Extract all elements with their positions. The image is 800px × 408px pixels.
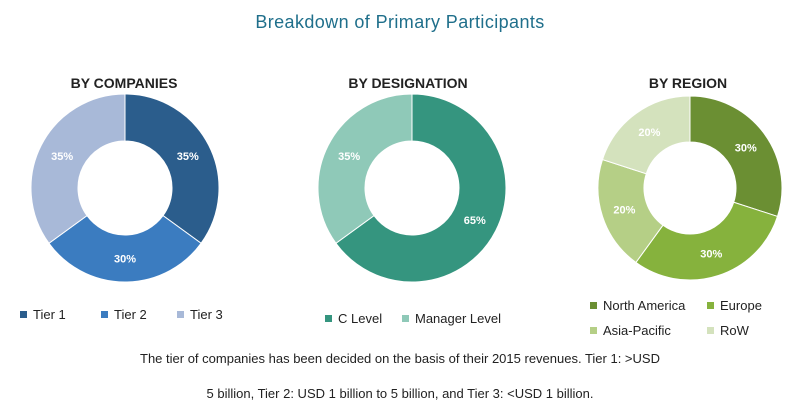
data-label: 35% xyxy=(51,151,73,163)
donut-slice-europe xyxy=(635,201,779,281)
data-label: 20% xyxy=(613,204,635,216)
legend-swatch xyxy=(20,311,27,319)
footnote-line-2: 5 billion, Tier 2: USD 1 billion to 5 bi… xyxy=(206,386,594,401)
footnote-line-1: The tier of companies has been decided o… xyxy=(140,351,660,366)
legend-item-manager-level: Manager Level xyxy=(402,310,501,326)
data-label: 35% xyxy=(177,151,199,163)
data-label: 65% xyxy=(464,215,486,227)
donut-chart-designation: 65% 35% xyxy=(317,93,507,283)
donut-slice-c-level xyxy=(335,93,507,283)
donut-chart-companies: 35% 30% 35% xyxy=(30,93,220,283)
donut-slice-north-america xyxy=(689,95,783,218)
legend-swatch xyxy=(707,302,714,310)
donut-chart-region: 30% 30% 20% 20% xyxy=(597,95,783,281)
legend-item-north-america: North America xyxy=(590,297,685,313)
legend-item-tier-1: Tier 1 xyxy=(20,306,66,322)
data-label: 20% xyxy=(638,127,660,139)
legend-item-asia-pacific: Asia-Pacific xyxy=(590,322,671,338)
donut-slice-tier-3 xyxy=(30,93,126,244)
legend-item-europe: Europe xyxy=(707,297,762,313)
legend-item-row: RoW xyxy=(707,322,749,338)
legend-swatch xyxy=(402,315,409,323)
legend-swatch xyxy=(590,302,597,310)
legend-swatch xyxy=(325,315,332,323)
data-label: 30% xyxy=(735,142,757,154)
donut-slice-tier-2 xyxy=(48,214,202,283)
legend-item-c-level: C Level xyxy=(325,310,382,326)
chart-title-region: BY REGION xyxy=(648,75,728,91)
chart-title-companies: BY COMPANIES xyxy=(70,75,178,91)
page-title: Breakdown of Primary Participants xyxy=(255,12,545,32)
legend-item-tier-2: Tier 2 xyxy=(101,306,147,322)
data-label: 30% xyxy=(114,254,136,266)
legend-swatch xyxy=(707,327,714,335)
legend-item-tier-3: Tier 3 xyxy=(177,306,223,322)
legend-swatch xyxy=(101,311,108,319)
donut-slice-tier-1 xyxy=(124,93,220,244)
legend-swatch xyxy=(177,311,184,319)
chart-title-designation: BY DESIGNATION xyxy=(348,75,468,91)
donut-slice-row xyxy=(601,95,691,175)
data-label: 30% xyxy=(700,249,722,261)
donut-slice-manager-level xyxy=(317,93,413,244)
data-label: 35% xyxy=(338,151,360,163)
legend-swatch xyxy=(590,327,597,335)
